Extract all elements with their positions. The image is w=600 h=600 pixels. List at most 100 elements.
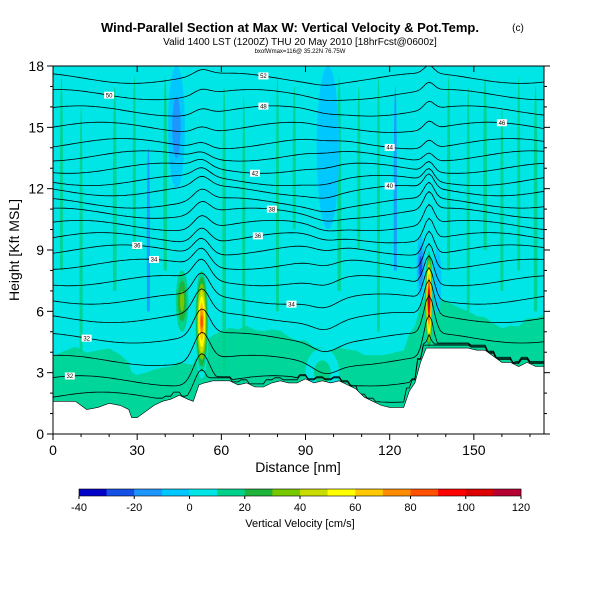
x-tick-label: 30 <box>129 442 145 458</box>
isentrope-line <box>53 173 544 199</box>
isentrope-label: 36 <box>254 234 261 240</box>
colorbar-tick-label: -20 <box>126 502 142 514</box>
isentrope-line <box>53 313 544 375</box>
isentrope-label: 48 <box>260 104 267 110</box>
x-axis: 0 30 60 90 120 150 <box>49 66 531 458</box>
velocity-streak <box>533 86 538 312</box>
x-tick-label: 60 <box>214 442 230 458</box>
velocity-streak <box>146 147 150 312</box>
colorbar-label: Vertical Velocity [cm/s] <box>245 518 354 530</box>
isentrope-label-bg <box>286 300 297 308</box>
velocity-streak <box>112 86 117 291</box>
colorbar-swatch <box>465 489 494 496</box>
isentrope-label-bg <box>496 119 507 127</box>
y-tick-label: 15 <box>28 119 44 135</box>
chart-subtitle: Valid 1400 LST (1200Z) THU 20 May 2010 [… <box>163 37 437 48</box>
isentrope-line <box>53 217 544 244</box>
colorbar-swatch <box>106 489 135 496</box>
velocity-streak <box>483 76 487 250</box>
isentrope-line <box>53 66 544 86</box>
colorbar-tick-label: 120 <box>512 502 530 514</box>
colorbar-swatch <box>217 489 246 496</box>
colorbar-swatch <box>382 489 411 496</box>
isentrope-label: 42 <box>252 171 259 177</box>
isentrope-label: 52 <box>260 74 267 80</box>
colorbar-swatch <box>79 489 107 496</box>
isentrope-line <box>53 266 544 309</box>
isentrope-label: 34 <box>288 302 295 308</box>
updraft-cell <box>200 315 203 328</box>
isentrope-line <box>53 167 544 186</box>
colorbar-swatch <box>189 489 218 496</box>
velocity-streak <box>376 76 381 332</box>
isentrope-line <box>53 279 544 331</box>
colorbar-swatch <box>134 489 163 496</box>
chart-title-mark: (c) <box>512 23 524 34</box>
isentrope-label-bg <box>132 241 143 249</box>
isentrope-label-bg <box>384 182 395 190</box>
colorbar-tick-label: 20 <box>239 502 251 514</box>
chart-title: Wind-Parallel Section at Max W: Vertical… <box>101 20 479 35</box>
velocity-streak <box>357 86 361 250</box>
isentrope-label: 36 <box>134 244 141 250</box>
y-tick-label: 3 <box>36 365 44 381</box>
colorbar-tick-label: -40 <box>71 502 87 514</box>
isentrope-label: 40 <box>386 184 393 190</box>
isentrope-label: 46 <box>499 121 506 127</box>
y-tick-label: 18 <box>28 58 44 74</box>
downdraft-cell <box>172 96 181 158</box>
terrain <box>52 347 545 435</box>
colorbar-tick-label: 40 <box>294 502 306 514</box>
isentrope-label: 50 <box>106 93 113 99</box>
colorbar-swatch <box>493 489 522 496</box>
isentrope-line <box>53 100 544 117</box>
isentrope-label-bg <box>252 232 263 240</box>
isentrope-label-bg <box>250 169 261 177</box>
isentrope-line <box>53 150 544 162</box>
isentrope-label-bg <box>81 334 92 342</box>
isentrope-label: 32 <box>66 374 73 380</box>
isentrope-line <box>53 138 544 150</box>
velocity-streak <box>79 106 83 353</box>
y-tick-label: 6 <box>36 303 44 319</box>
isentrope-line <box>53 159 544 174</box>
isentrope-label-bg <box>384 143 395 151</box>
colorbar-swatch <box>300 489 328 496</box>
colorbar-swatch <box>244 489 273 496</box>
colorbar-swatch <box>272 489 301 496</box>
downdraft-cell <box>433 247 442 314</box>
y-axis-label: Height [Kft MSL] <box>6 199 22 301</box>
x-tick-label: 120 <box>378 442 402 458</box>
y-tick-label: 0 <box>36 426 44 442</box>
isentrope-line <box>53 243 544 270</box>
isentrope-line <box>53 120 544 133</box>
isentrope-label: 34 <box>151 258 158 264</box>
isentrope-label-bg <box>258 102 269 110</box>
colorbar-swatch <box>161 489 190 496</box>
colorbar-tick-label: 60 <box>349 502 361 514</box>
isentrope-label-bg <box>258 72 269 80</box>
isentrope-label-bg <box>104 91 115 99</box>
isentrope-line <box>53 344 544 403</box>
updraft-cell <box>179 290 185 312</box>
x-tick-label: 90 <box>298 442 314 458</box>
isentrope-line <box>53 294 544 353</box>
isentrope-line <box>53 190 544 222</box>
isentrope-label: 38 <box>269 207 276 213</box>
terrain-profile <box>52 347 545 435</box>
colorbar: -40 -20 0 20 40 60 80 100 120 <box>71 488 530 514</box>
colorbar-tick-label: 0 <box>186 502 192 514</box>
colorbar-tick-label: 80 <box>404 502 416 514</box>
colorbar-swatch <box>410 489 439 496</box>
velocity-streak <box>132 76 136 250</box>
colorbar-swatch <box>438 489 467 496</box>
isentrope-label-bg <box>149 255 160 263</box>
velocity-streak <box>222 86 227 373</box>
velocity-streak <box>242 96 246 332</box>
y-tick-label: 9 <box>36 242 44 258</box>
x-tick-label: 150 <box>462 442 486 458</box>
velocity-streak <box>163 76 168 271</box>
isentrope-line <box>53 333 544 387</box>
